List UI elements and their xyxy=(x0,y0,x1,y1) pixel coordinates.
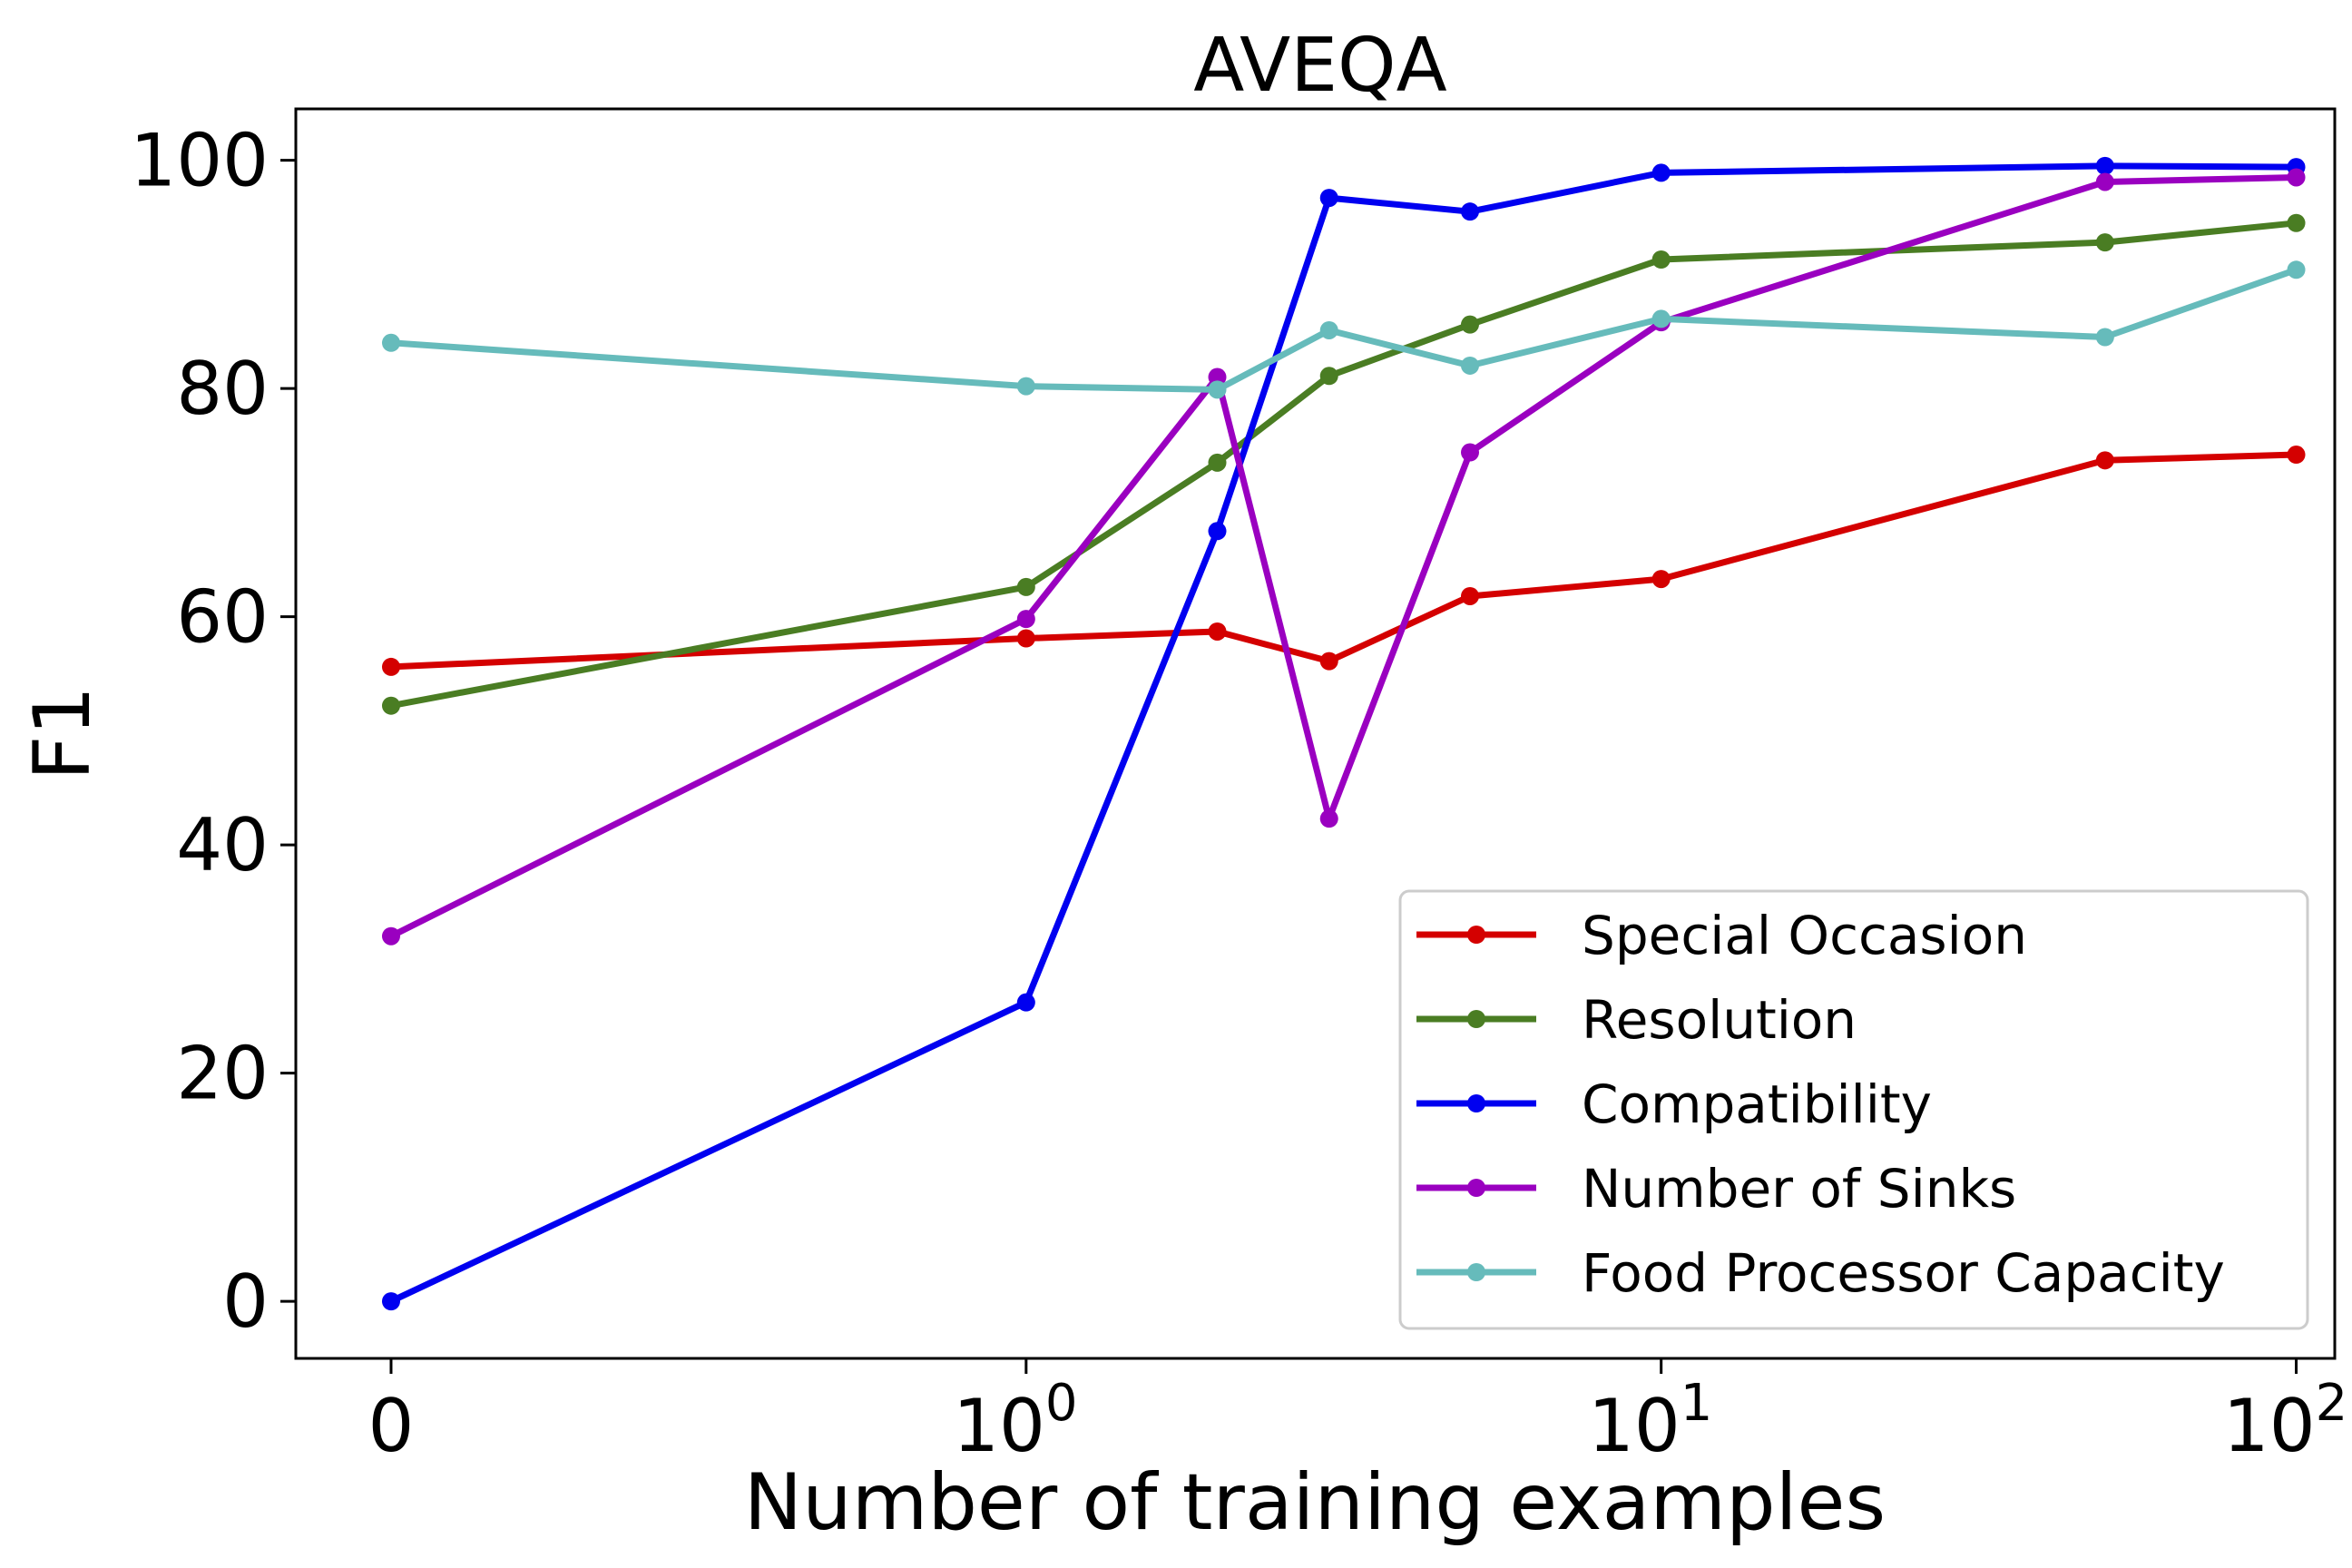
data-point-food-processor-capacity xyxy=(1016,377,1035,396)
series-line-compatibility xyxy=(387,162,2299,1305)
data-point-compatibility xyxy=(381,1292,400,1311)
data-point-compatibility xyxy=(1460,202,1479,221)
data-point-special-occasion xyxy=(381,657,400,676)
y-tick-label: 60 xyxy=(176,575,269,660)
legend-marker-compatibility xyxy=(1467,1094,1485,1112)
chart-title: AVEQA xyxy=(1193,23,1446,109)
y-tick-label: 0 xyxy=(222,1259,269,1344)
y-tick-label: 100 xyxy=(130,119,269,203)
data-point-resolution xyxy=(1016,577,1035,596)
data-point-compatibility xyxy=(1651,163,1671,182)
data-point-food-processor-capacity xyxy=(1319,320,1338,339)
legend-frame xyxy=(1398,889,2309,1330)
legend-label-compatibility: Compatibility xyxy=(1582,1073,1932,1135)
data-point-compatibility xyxy=(2095,156,2114,175)
legend-label-special-occasion: Special Occasion xyxy=(1582,905,2027,966)
data-point-special-occasion xyxy=(1016,629,1035,648)
data-point-special-occasion xyxy=(1208,622,1227,641)
y-axis-ticks: 0 20 40 60 80 100 xyxy=(130,119,296,1344)
data-point-food-processor-capacity xyxy=(2287,260,2306,279)
data-point-special-occasion xyxy=(1319,652,1338,671)
legend-label-number-of-sinks: Number of Sinks xyxy=(1582,1158,2016,1220)
y-tick-label: 80 xyxy=(176,347,269,431)
data-point-number-of-sinks xyxy=(381,926,400,946)
data-point-number-of-sinks xyxy=(2287,168,2306,187)
plot-area xyxy=(294,107,2337,1360)
series-line-special-occasion xyxy=(387,451,2299,671)
data-point-special-occasion xyxy=(2095,451,2114,470)
data-point-special-occasion xyxy=(1460,586,1479,605)
series-line-resolution xyxy=(387,220,2299,710)
data-series xyxy=(381,156,2306,1311)
legend-label-food-processor-capacity: Food Processor Capacity xyxy=(1582,1242,2225,1304)
data-point-special-occasion xyxy=(2287,446,2306,465)
data-point-food-processor-capacity xyxy=(381,333,400,352)
legend-marker-resolution xyxy=(1467,1010,1485,1028)
data-point-resolution xyxy=(381,696,400,715)
x-axis-ticks: 0 100 101 102 xyxy=(368,1358,2347,1468)
data-point-number-of-sinks xyxy=(1208,368,1227,387)
series-line-food-processor-capacity xyxy=(387,266,2299,393)
legend: Special Occasion Resolution Compatibility N… xyxy=(1398,889,2309,1330)
x-tick-label: 100 xyxy=(953,1374,1077,1468)
series-line-number-of-sinks xyxy=(387,174,2299,940)
data-point-resolution xyxy=(1460,315,1479,334)
data-point-special-occasion xyxy=(1651,570,1671,589)
data-point-food-processor-capacity xyxy=(1460,356,1479,375)
data-point-number-of-sinks xyxy=(1319,809,1338,828)
data-point-resolution xyxy=(1651,250,1671,269)
data-point-resolution xyxy=(1208,453,1227,472)
data-point-number-of-sinks xyxy=(1016,610,1035,629)
x-axis-label: Number of training examples xyxy=(744,1457,1886,1548)
x-tick-label: 0 xyxy=(368,1384,415,1468)
y-tick-label: 40 xyxy=(176,803,269,887)
data-point-resolution xyxy=(2287,213,2306,232)
data-point-compatibility xyxy=(1208,522,1227,541)
legend-label-resolution: Resolution xyxy=(1582,989,1857,1051)
data-point-number-of-sinks xyxy=(1460,443,1479,462)
data-point-food-processor-capacity xyxy=(1651,309,1671,328)
data-point-resolution xyxy=(1319,367,1338,386)
y-tick-label: 20 xyxy=(176,1032,269,1116)
data-point-compatibility xyxy=(1319,189,1338,208)
data-point-number-of-sinks xyxy=(2095,172,2114,191)
legend-marker-special-occasion xyxy=(1467,926,1485,944)
legend-marker-food-processor-capacity xyxy=(1467,1263,1485,1281)
data-point-resolution xyxy=(2095,233,2114,252)
data-point-compatibility xyxy=(1016,993,1035,1012)
data-point-food-processor-capacity xyxy=(2095,328,2114,347)
data-point-food-processor-capacity xyxy=(1208,380,1227,399)
x-tick-label: 102 xyxy=(2223,1374,2347,1468)
y-axis-label: F1 xyxy=(17,686,108,780)
legend-marker-number-of-sinks xyxy=(1467,1179,1485,1197)
x-tick-label: 101 xyxy=(1588,1374,1712,1468)
